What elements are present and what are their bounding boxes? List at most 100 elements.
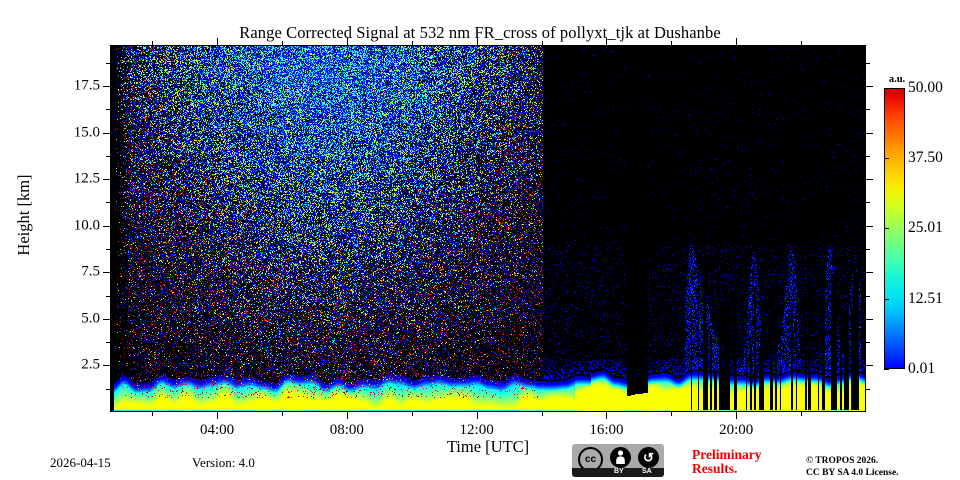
y-tick-right bbox=[866, 342, 870, 343]
y-tick bbox=[106, 63, 110, 64]
y-tick bbox=[103, 365, 110, 366]
x-tick-top bbox=[542, 41, 543, 45]
sharealike-icon: ↺ bbox=[638, 447, 659, 468]
y-tick bbox=[103, 319, 110, 320]
y-tick-right bbox=[866, 109, 870, 110]
copyright-line-2: CC BY SA 4.0 License. bbox=[806, 467, 899, 478]
y-tick-label: 10.0 bbox=[73, 217, 100, 234]
cc-by-text: BY bbox=[614, 468, 624, 475]
y-tick bbox=[103, 133, 110, 134]
x-tick bbox=[282, 412, 283, 416]
y-tick-right bbox=[866, 86, 873, 87]
x-tick-top bbox=[217, 38, 218, 45]
footer-version: Version: 4.0 bbox=[192, 455, 255, 470]
x-tick-top bbox=[671, 41, 672, 45]
x-tick bbox=[152, 412, 153, 416]
colorbar-unit-label: a.u. bbox=[888, 74, 906, 85]
x-tick-label: 04:00 bbox=[199, 422, 235, 438]
colorbar-tick-label: 25.01 bbox=[908, 219, 943, 237]
x-tick-top bbox=[606, 38, 607, 45]
cc-strip: BY SA bbox=[572, 468, 664, 477]
y-tick bbox=[103, 179, 110, 180]
y-axis-label: Height [km] bbox=[14, 174, 33, 256]
colorbar-tick-label: 37.50 bbox=[908, 149, 943, 167]
x-axis-label: Time [UTC] bbox=[446, 437, 530, 456]
y-tick-right bbox=[866, 319, 873, 320]
footer-date: 2026-04-15 bbox=[50, 455, 111, 470]
x-tick-label: 12:00 bbox=[459, 422, 494, 438]
page-title: Range Corrected Signal at 532 nm FR_cros… bbox=[239, 23, 721, 42]
x-tick-label: 08:00 bbox=[329, 422, 364, 438]
x-tick bbox=[477, 412, 478, 419]
x-tick-label: 16:00 bbox=[589, 422, 624, 438]
x-tick-top bbox=[801, 41, 802, 45]
y-tick-right bbox=[866, 179, 873, 180]
heatmap-canvas bbox=[111, 46, 865, 411]
y-tick-label: 5.0 bbox=[81, 310, 100, 327]
y-tick bbox=[106, 109, 110, 110]
x-tick-top bbox=[282, 41, 283, 45]
y-tick-right bbox=[866, 249, 870, 250]
y-tick-label: 15.0 bbox=[73, 124, 100, 141]
x-tick bbox=[736, 412, 737, 419]
cc-glyph: cc bbox=[584, 454, 597, 465]
y-tick-right bbox=[866, 202, 870, 203]
copyright-line-1: © TROPOS 2026. bbox=[806, 456, 879, 466]
y-tick-right bbox=[866, 226, 873, 227]
y-tick-label: 7.5 bbox=[81, 263, 100, 280]
copyright-note: © TROPOS 2026. CC BY SA 4.0 License. bbox=[806, 456, 899, 479]
y-tick-label: 2.5 bbox=[81, 356, 100, 373]
x-tick bbox=[606, 412, 607, 419]
y-tick-label: 12.5 bbox=[73, 170, 100, 187]
cc-sa-text: SA bbox=[642, 468, 652, 475]
x-tick-label: 20:00 bbox=[719, 422, 754, 438]
y-tick bbox=[106, 296, 110, 297]
x-tick bbox=[347, 412, 348, 419]
colorbar-tick-label: 12.51 bbox=[908, 289, 943, 307]
y-tick bbox=[106, 342, 110, 343]
heatmap-plot-area bbox=[110, 45, 866, 412]
x-tick bbox=[217, 412, 218, 419]
y-tick-right bbox=[866, 156, 870, 157]
y-tick bbox=[106, 202, 110, 203]
y-tick-right bbox=[866, 365, 873, 366]
person-glyph bbox=[616, 450, 625, 464]
y-tick-right bbox=[866, 272, 873, 273]
y-tick-right bbox=[866, 133, 873, 134]
y-tick bbox=[106, 249, 110, 250]
colorbar-tick bbox=[884, 369, 889, 370]
colorbar-tick-label: 0.01 bbox=[908, 360, 936, 377]
x-tick-top bbox=[152, 41, 153, 45]
preliminary-line-1: Preliminary bbox=[692, 447, 762, 462]
y-tick bbox=[103, 272, 110, 273]
y-tick-right bbox=[866, 63, 870, 64]
x-tick-top bbox=[347, 38, 348, 45]
y-tick bbox=[106, 389, 110, 390]
x-tick-top bbox=[736, 38, 737, 45]
preliminary-results-note: Preliminary Results. bbox=[692, 448, 761, 476]
y-tick-right bbox=[866, 389, 870, 390]
y-tick-right bbox=[866, 296, 870, 297]
x-tick-top bbox=[412, 41, 413, 45]
colorbar-tick-label: 50.00 bbox=[908, 79, 943, 96]
colorbar-tick bbox=[884, 158, 889, 159]
sharealike-glyph: ↺ bbox=[643, 449, 654, 465]
x-tick bbox=[542, 412, 543, 416]
colorbar-tick bbox=[884, 228, 889, 229]
x-tick bbox=[671, 412, 672, 416]
y-tick bbox=[103, 226, 110, 227]
x-tick bbox=[412, 412, 413, 416]
by-person-icon bbox=[610, 447, 631, 468]
cc-circle-icon: cc bbox=[578, 447, 603, 472]
preliminary-line-2: Results. bbox=[692, 461, 738, 476]
colorbar-tick bbox=[884, 88, 889, 89]
colorbar-tick bbox=[884, 299, 889, 300]
cc-license-badge[interactable]: cc ↺ BY SA bbox=[572, 444, 664, 477]
x-tick-top bbox=[477, 38, 478, 45]
y-tick-label: 17.5 bbox=[73, 77, 100, 94]
y-tick bbox=[106, 156, 110, 157]
y-tick bbox=[103, 86, 110, 87]
x-tick bbox=[801, 412, 802, 416]
cc-icons-row: cc ↺ bbox=[572, 444, 664, 472]
